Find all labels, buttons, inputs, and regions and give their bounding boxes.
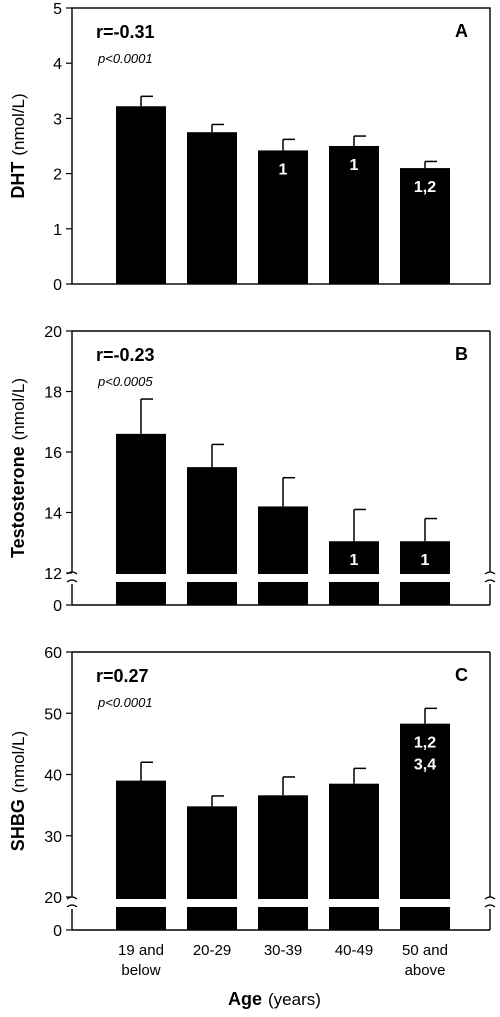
bar-break-gap [257, 574, 309, 582]
bar-significance-label: 1,2 [414, 179, 436, 196]
bar-break-gap [186, 899, 238, 907]
panel-c: 20 30 40 50 60 0 SHBG (nmol/L) r=0.27 p<0.0001 C 1,… [8, 645, 496, 940]
y-tick-label-zero: 0 [53, 598, 62, 615]
p-value-label: p<0.0001 [97, 51, 153, 66]
panel-letter: C [455, 665, 468, 685]
y-tick-label: 3 [53, 111, 62, 128]
y-tick-label: 20 [44, 890, 62, 907]
x-axis-label-main: Age [228, 989, 262, 1009]
y-tick-label-zero: 0 [53, 923, 62, 940]
bar-break-gap [328, 574, 380, 582]
bar [329, 146, 379, 284]
y-axis-label: Testosterone (nmol/L) [8, 378, 28, 558]
y-axis-label: SHBG (nmol/L) [8, 731, 28, 851]
y-tick-label: 20 [44, 324, 62, 341]
right-axis-break-mark [484, 896, 496, 908]
y-tick-label: 30 [44, 829, 62, 846]
bar-break-gap [399, 899, 451, 907]
y-tick-label: 60 [44, 645, 62, 662]
bar-break-gap [186, 574, 238, 582]
bar [187, 806, 237, 930]
y-axis-label-main: DHT [8, 162, 28, 199]
bar [258, 506, 308, 605]
y-axis-label-unit: (nmol/L) [9, 731, 28, 793]
p-value-label: p<0.0001 [97, 695, 153, 710]
y-tick-label: 14 [44, 506, 62, 523]
bar [400, 168, 450, 284]
x-category-label: 19 and [118, 942, 164, 959]
x-axis-labels: Age (years) 19 and below 20-29 30-39 40-49 50… [118, 942, 448, 1009]
y-axis-break-mark [66, 896, 78, 908]
p-value-label: p<0.0005 [97, 374, 153, 389]
correlation-label: r=0.27 [96, 666, 149, 686]
bar-break-gap [399, 574, 451, 582]
y-tick-label: 12 [44, 566, 62, 583]
bar-significance-label: 1 [279, 161, 288, 178]
bar-break-gap [328, 899, 380, 907]
y-tick-label: 5 [53, 1, 62, 18]
bar [329, 783, 379, 930]
bar [116, 780, 166, 930]
panel-b: 12 14 16 18 20 0 Testosterone (nmol/L) r=-0.23 p<… [8, 324, 496, 615]
y-axis-label-main: SHBG [8, 799, 28, 851]
bar-break-gap [257, 899, 309, 907]
x-axis-label-unit: (years) [268, 990, 321, 1009]
x-category-label: above [405, 962, 446, 979]
y-tick-label: 1 [53, 222, 62, 239]
y-tick-label: 0 [53, 277, 62, 294]
x-category-label: 40-49 [335, 942, 373, 959]
bar [258, 150, 308, 284]
bar-break-gap [115, 574, 167, 582]
bar [400, 723, 450, 930]
y-axis-label-unit: (nmol/L) [9, 378, 28, 440]
correlation-label: r=-0.31 [96, 22, 155, 42]
bar-significance-label: 1 [350, 157, 359, 174]
bar-significance-label: 1 [350, 552, 359, 569]
bar-significance-label: 3,4 [414, 757, 436, 774]
correlation-label: r=-0.23 [96, 345, 155, 365]
y-axis-label-main: Testosterone [8, 446, 28, 558]
y-tick-label: 2 [53, 167, 62, 184]
x-category-label: 20-29 [193, 942, 231, 959]
panel-letter: A [455, 21, 468, 41]
bar [187, 467, 237, 605]
x-category-label: 50 and [402, 942, 448, 959]
bar-significance-label: 1,2 [414, 735, 436, 752]
bar-significance-label: 1 [421, 552, 430, 569]
x-category-label: below [121, 962, 160, 979]
bar [329, 541, 379, 605]
bar-break-gap [115, 899, 167, 907]
y-axis-label-unit: (nmol/L) [9, 93, 28, 155]
y-axis-label: DHT (nmol/L) [8, 93, 28, 198]
y-tick-label: 4 [53, 56, 62, 73]
bar [116, 106, 166, 284]
y-tick-label: 18 [44, 385, 62, 402]
y-tick-label: 40 [44, 768, 62, 785]
bar [258, 795, 308, 930]
right-axis-break-mark [484, 571, 496, 583]
y-tick-label: 50 [44, 706, 62, 723]
bar [187, 132, 237, 284]
y-tick-label: 16 [44, 445, 62, 462]
x-category-label: 30-39 [264, 942, 302, 959]
panel-a: 0 1 2 3 4 5 DHT (nmol/L) r=-0.31 p<0.0001 A 1 1 1,2 [8, 1, 491, 294]
panel-letter: B [455, 344, 468, 364]
bar [400, 541, 450, 605]
